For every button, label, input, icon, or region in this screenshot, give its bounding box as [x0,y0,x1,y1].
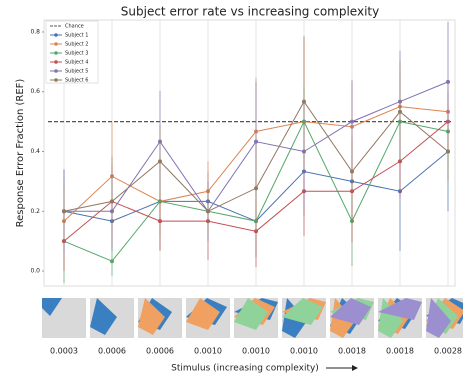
y-tick-label: 0.8 [30,28,40,35]
point [350,170,354,174]
legend-marker [54,33,58,37]
y-tick-label: 0.2 [30,208,40,215]
legend-label: Subject 1 [65,33,88,39]
legend-label: Subject 2 [65,42,88,48]
chart-title: Subject error rate vs increasing complex… [121,5,379,19]
legend-label: Subject 5 [65,69,88,75]
legend-label: Subject 6 [65,78,88,84]
legend-label: Subject 3 [65,51,88,57]
point [158,219,162,223]
stimulus-thumbnails [42,298,463,338]
point [206,209,210,213]
y-axis-label: Response Error Fraction (REF) [15,79,26,228]
point [110,259,114,263]
point [446,80,450,84]
y-tick-label: 0.0 [30,268,40,275]
point [158,159,162,163]
point [350,120,354,124]
point [110,199,114,203]
point [446,150,450,154]
x-axis-label: Stimulus (increasing complexity) [171,364,319,374]
legend-label: Subject 4 [65,60,88,66]
x-tick-label: 0.0010 [290,347,318,356]
x-tick-label: 0.0010 [194,347,222,356]
point [302,100,306,104]
legend-marker [54,60,58,64]
x-tick-label: 0.0018 [338,347,366,356]
x-tick-label: 0.0018 [386,347,414,356]
point [62,209,66,213]
point [254,186,258,190]
x-tick-label: 0.0028 [434,347,462,356]
plot-area [44,20,455,286]
arrow [326,365,358,371]
legend-marker [54,78,58,82]
x-tick-label: 0.0006 [146,347,174,356]
chart: Subject error rate vs increasing complex… [0,0,463,376]
x-tick-label: 0.0006 [98,347,126,356]
y-tick-label: 0.4 [30,148,40,155]
x-tick-label: 0.0003 [50,347,78,356]
legend-label: Chance [65,24,84,30]
point [398,110,402,114]
x-tick-label: 0.0010 [242,347,270,356]
point [254,140,258,144]
legend-marker [54,51,58,55]
legend-marker [54,69,58,73]
legend-marker [54,42,58,46]
y-tick-label: 0.6 [30,88,40,95]
